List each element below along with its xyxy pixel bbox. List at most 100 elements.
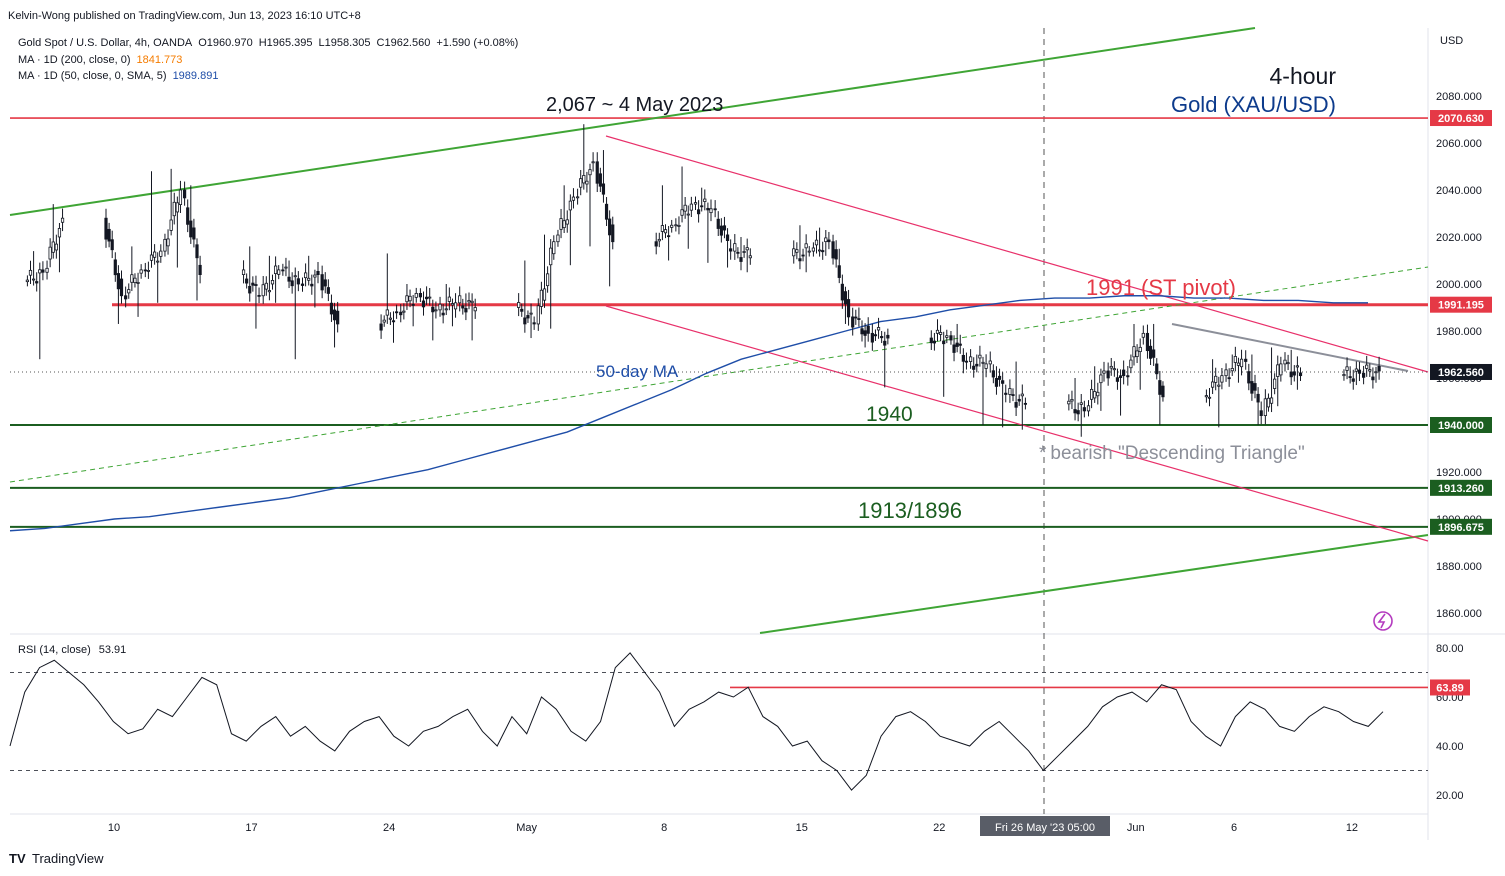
rsi-legend[interactable]: RSI (14, close) 53.91 xyxy=(18,644,126,656)
price-badge-label: 1913.260 xyxy=(1438,483,1484,495)
candle-up xyxy=(981,361,985,364)
candle-up xyxy=(1214,375,1218,383)
candle-up xyxy=(241,269,246,276)
candle-down xyxy=(958,343,962,346)
x-tick-label: 15 xyxy=(796,822,808,834)
candle-down xyxy=(1014,402,1018,408)
candle-up xyxy=(470,300,474,304)
candle-down xyxy=(424,296,429,300)
candle-up xyxy=(686,213,690,216)
candle-up xyxy=(562,220,566,229)
candle-down xyxy=(595,161,599,184)
candle-up xyxy=(133,277,137,284)
x-tick-label: 6 xyxy=(1231,822,1237,834)
x-tick-label: 22 xyxy=(933,822,945,834)
candle-up xyxy=(1368,369,1372,372)
candle-up xyxy=(1099,374,1103,384)
candle-up xyxy=(536,305,540,325)
price-badge xyxy=(1430,110,1492,127)
candle-up xyxy=(1354,368,1358,372)
candle-down xyxy=(837,265,841,278)
candle-down xyxy=(189,220,193,238)
candle-up xyxy=(693,202,698,205)
candle-down xyxy=(611,224,615,243)
candle-up xyxy=(1286,362,1290,365)
candle-down xyxy=(186,207,190,225)
candle-down xyxy=(316,271,320,275)
y-tick-label: 1920.000 xyxy=(1436,467,1482,479)
rsi-line xyxy=(9,652,1384,791)
candle-down xyxy=(1106,370,1110,379)
candle-down xyxy=(1158,380,1162,395)
candle-up xyxy=(28,269,33,276)
candle-up xyxy=(1086,405,1091,412)
candle-up xyxy=(1090,388,1094,400)
annotation-descending-triangle: * bearish "Descending Triangle" xyxy=(1039,443,1305,464)
candle-down xyxy=(870,332,874,343)
candle-up xyxy=(969,356,973,362)
candle-up xyxy=(1269,397,1274,404)
candles-layer xyxy=(25,124,1381,437)
candle-up xyxy=(804,243,808,249)
candle-down xyxy=(1082,407,1086,412)
candle-down xyxy=(667,235,671,238)
candle-up xyxy=(568,200,572,211)
candle-down xyxy=(994,378,999,387)
candle-down xyxy=(949,335,953,341)
candle-up xyxy=(795,249,799,253)
candle-up xyxy=(1109,365,1113,369)
candle-up xyxy=(146,269,150,272)
candle-down xyxy=(35,281,39,284)
candle-down xyxy=(880,336,884,339)
ma50-legend[interactable]: MA · 1D (50, close, 0, SMA, 5) 1989.891 xyxy=(18,70,218,82)
lightning-icon[interactable] xyxy=(1373,611,1393,631)
triangle-top-line xyxy=(1171,323,1409,372)
lower-channel-line xyxy=(759,534,1429,634)
candle-up xyxy=(156,260,160,263)
ma200-legend[interactable]: MA · 1D (200, close, 0) 1841.773 xyxy=(18,54,182,66)
candle-up xyxy=(382,319,386,323)
annotation-st-pivot: 1991 (ST pivot) xyxy=(1086,275,1236,300)
candle-up xyxy=(576,196,580,199)
candle-down xyxy=(840,283,844,301)
candle-down xyxy=(846,299,851,318)
price-badge-label: 1940.000 xyxy=(1438,420,1484,432)
candle-up xyxy=(434,309,438,312)
price-badge-label: 2070.630 xyxy=(1438,113,1484,125)
candle-down xyxy=(245,278,249,284)
candle-up xyxy=(172,201,176,217)
candle-up xyxy=(1070,399,1074,402)
candle-down xyxy=(739,257,743,262)
candle-down xyxy=(1357,369,1362,374)
candle-down xyxy=(287,276,291,282)
candle-down xyxy=(821,250,825,253)
candle-down xyxy=(863,330,867,336)
candle-up xyxy=(680,209,684,216)
candle-up xyxy=(175,202,179,213)
candle-down xyxy=(719,225,723,236)
candle-up xyxy=(388,317,393,320)
candle-up xyxy=(313,274,317,278)
x-tick-label: 8 xyxy=(661,822,667,834)
candle-up xyxy=(273,265,278,275)
candle-down xyxy=(997,375,1002,380)
candle-down xyxy=(725,234,730,241)
candle-up xyxy=(670,224,674,228)
y-tick-label: 1880.000 xyxy=(1436,561,1482,573)
candle-up xyxy=(130,274,134,283)
candle-up xyxy=(588,169,592,176)
chart-title: 4-hour xyxy=(1270,63,1337,89)
candle-down xyxy=(964,360,969,363)
candle-up xyxy=(1020,393,1024,397)
rsi-y-tick-label: 80.00 xyxy=(1436,643,1464,655)
candle-down xyxy=(110,239,114,251)
candle-down xyxy=(1126,375,1130,378)
candle-down xyxy=(713,208,717,211)
candle-up xyxy=(178,189,183,206)
candle-down xyxy=(464,308,468,313)
upper-descending-channel xyxy=(605,135,1429,373)
candle-down xyxy=(857,318,861,320)
candle-down xyxy=(601,183,606,195)
